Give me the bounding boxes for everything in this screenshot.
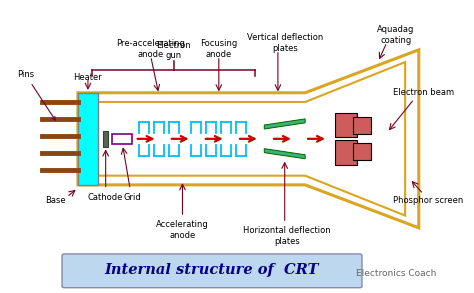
Text: Aquadag: Aquadag — [377, 25, 415, 34]
Text: Pins: Pins — [17, 70, 55, 120]
Text: anode: anode — [169, 231, 196, 240]
Polygon shape — [264, 149, 305, 159]
Text: Vertical deflection: Vertical deflection — [246, 33, 323, 42]
Polygon shape — [335, 113, 357, 137]
Text: Electronics Coach: Electronics Coach — [356, 269, 436, 278]
Polygon shape — [353, 117, 371, 134]
Polygon shape — [78, 62, 405, 216]
Text: Pre-accelerating: Pre-accelerating — [116, 39, 185, 48]
Polygon shape — [264, 119, 305, 129]
Bar — [103, 131, 109, 146]
Text: plates: plates — [272, 44, 298, 53]
FancyBboxPatch shape — [62, 254, 362, 288]
Text: Heater: Heater — [73, 73, 102, 82]
Text: Cathode: Cathode — [88, 193, 123, 202]
Bar — [78, 93, 99, 185]
Text: Focusing: Focusing — [200, 39, 237, 48]
Text: Accelerating: Accelerating — [156, 220, 209, 229]
Text: anode: anode — [206, 50, 232, 59]
Text: Phosphor screen: Phosphor screen — [393, 196, 463, 205]
Text: gun: gun — [166, 51, 182, 60]
Text: anode: anode — [137, 50, 164, 59]
Text: Base: Base — [45, 196, 65, 205]
Text: Electron beam: Electron beam — [393, 88, 454, 97]
Text: plates: plates — [274, 237, 300, 246]
Polygon shape — [353, 144, 371, 160]
Text: Grid: Grid — [124, 193, 141, 202]
Text: Internal structure of  CRT: Internal structure of CRT — [105, 263, 319, 277]
Text: Electron: Electron — [156, 41, 191, 50]
Polygon shape — [335, 140, 357, 165]
FancyBboxPatch shape — [112, 134, 132, 144]
Text: coating: coating — [381, 36, 412, 45]
Text: Horizontal deflection: Horizontal deflection — [243, 226, 331, 235]
